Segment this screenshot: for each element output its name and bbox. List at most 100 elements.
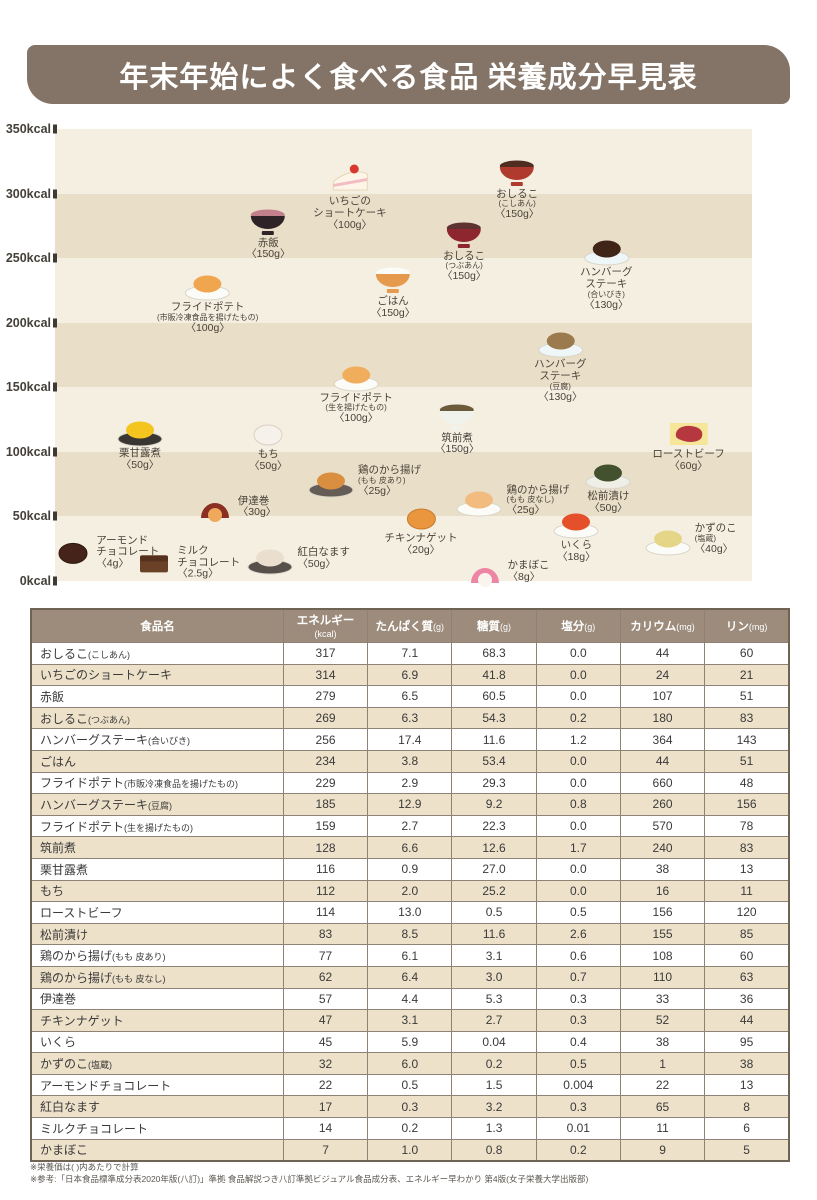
food-item-hamburg-steak-aibiki: ハンバーグ ステーキ (合いびき) 〈130g〉 <box>580 233 633 311</box>
food-amount-text: 〈150g〉 <box>494 208 540 221</box>
y-axis-label-0: 0kcal <box>19 574 51 588</box>
value-cell: 3.1 <box>367 1009 453 1032</box>
food-label: 鶏のから揚げ (もも 皮あり) 〈25g〉 <box>358 465 421 497</box>
food-name-text: 紅白なます <box>297 546 350 559</box>
food-name-cell: 鶏のから揚げ(もも 皮あり) <box>30 944 284 967</box>
value-cell: 13 <box>704 857 790 881</box>
food-amount-text: 〈50g〉 <box>297 558 336 571</box>
nutrition-table-grid: 食品名 エネルギー(kcal) たんぱく質(g) 糖質(g) 塩分(g) カリウ… <box>30 608 790 1162</box>
value-cell: 114 <box>282 901 369 924</box>
value-cell: 11 <box>619 1117 706 1140</box>
value-cell: 0.5 <box>535 901 621 924</box>
chart-stripe <box>55 387 752 452</box>
datemaki-icon <box>195 492 235 523</box>
kuri-kanroni-icon <box>116 414 164 448</box>
food-amount-text: 〈18g〉 <box>557 550 596 563</box>
value-cell: 52 <box>619 1009 706 1032</box>
value-cell: 2.6 <box>535 922 621 946</box>
value-cell: 7 <box>282 1138 369 1162</box>
food-name-cell: ハンバーグステーキ(合いびき) <box>30 728 284 751</box>
value-cell: 234 <box>282 749 369 773</box>
food-item-almond-chocolate: アーモンド チョコレート 〈4g〉 <box>53 533 159 570</box>
value-cell: 8 <box>704 1095 790 1119</box>
value-cell: 0.3 <box>535 1009 621 1032</box>
column-label: 食品名 <box>140 621 175 633</box>
food-sub-text: (豆腐) <box>549 381 571 391</box>
value-cell: 1.5 <box>451 1073 537 1097</box>
food-name-text: 筑前煮 <box>441 431 473 444</box>
value-cell: 3.1 <box>451 944 537 967</box>
value-cell: 78 <box>704 814 790 838</box>
food-item-karaage-skin-off: 鶏のから揚げ (もも 皮なし) 〈25g〉 <box>455 484 569 518</box>
food-name-text: かまぼこ <box>507 559 550 572</box>
value-cell: 0.5 <box>535 1052 621 1075</box>
row-food-name: もち <box>40 884 65 899</box>
food-label: 栗甘露煮 〈50g〉 <box>119 447 162 472</box>
value-cell: 6 <box>704 1117 790 1140</box>
value-cell: 269 <box>282 706 369 730</box>
column-header-salt: 塩分(g) <box>535 608 621 643</box>
food-name-cell: おしるこ(つぶあん) <box>30 706 284 730</box>
y-axis-label-350: 350kcal <box>5 122 51 136</box>
value-cell: 13 <box>704 1073 790 1097</box>
food-sub-text: (塩蔵) <box>694 534 716 544</box>
value-cell: 44 <box>704 1009 790 1032</box>
value-cell: 0.5 <box>451 901 537 924</box>
table-row: 赤飯 279 6.5 60.5 0.0 107 51 <box>30 685 790 708</box>
value-cell: 0.8 <box>535 793 621 816</box>
kazunoko-icon <box>644 523 692 557</box>
food-amount-text: 〈150g〉 <box>370 306 416 319</box>
table-row: 松前漬け 83 8.5 11.6 2.6 155 85 <box>30 922 790 946</box>
row-food-name: おしるこ <box>40 711 89 726</box>
food-label: フライドポテト (生を揚げたもの) 〈100g〉 <box>319 392 393 425</box>
value-cell: 44 <box>619 642 706 665</box>
value-cell: 2.7 <box>451 1009 537 1032</box>
food-amount-text: 〈8g〉 <box>507 570 541 583</box>
value-cell: 51 <box>704 685 790 708</box>
row-food-name: ミルクチョコレート <box>40 1121 149 1136</box>
calorie-chart: 350kcal 300kcal 250kcal 200kcal 150kcal … <box>6 122 752 588</box>
food-label: ごはん 〈150g〉 <box>370 295 416 320</box>
chart-stripe <box>55 451 752 517</box>
column-unit: (mg) <box>676 622 695 632</box>
value-cell: 47 <box>282 1009 369 1032</box>
food-name-text: 栗甘露煮 <box>119 447 162 460</box>
value-cell: 22.3 <box>451 814 537 838</box>
value-cell: 0.0 <box>535 857 621 881</box>
value-cell: 38 <box>619 857 706 881</box>
chicken-nugget-icon <box>401 503 441 533</box>
row-food-name: ハンバーグステーキ <box>40 797 149 812</box>
table-row: チキンナゲット 47 3.1 2.7 0.3 52 44 <box>30 1009 790 1032</box>
table-row: もち 112 2.0 25.2 0.0 16 11 <box>30 879 790 903</box>
food-name-cell: 伊達巻 <box>30 987 284 1011</box>
food-label: かずのこ (塩蔵) 〈40g〉 <box>695 523 737 555</box>
value-cell: 159 <box>282 814 369 838</box>
value-cell: 2.9 <box>367 771 453 795</box>
chart-plot: おしるこ (こしあん) 〈150g〉 いちごの ショートケーキ 〈100g〉 赤飯 〈150g… <box>53 124 752 587</box>
row-food-name: 筑前煮 <box>40 841 77 856</box>
value-cell: 0.0 <box>535 879 621 903</box>
value-cell: 7.1 <box>367 642 453 665</box>
value-cell: 12.6 <box>451 836 537 859</box>
value-cell: 17.4 <box>367 728 453 751</box>
value-cell: 24 <box>619 663 706 687</box>
y-axis-label-200: 200kcal <box>5 315 51 330</box>
value-cell: 2.7 <box>367 814 453 838</box>
axis-tick <box>53 382 57 392</box>
value-cell: 128 <box>282 836 369 859</box>
row-food-name: チキンナゲット <box>40 1013 124 1028</box>
food-item-oshiruko-tsubuan: おしるこ (つぶあん) 〈150g〉 <box>442 217 486 283</box>
food-name-text: アーモンド <box>96 533 149 546</box>
value-cell: 116 <box>282 857 369 881</box>
row-food-name: おしるこ <box>40 646 89 661</box>
row-food-name-sub: (豆腐) <box>148 800 173 811</box>
axis-tick <box>53 189 57 199</box>
gohan-icon <box>371 262 415 296</box>
food-name-cell: ローストビーフ <box>30 901 284 924</box>
column-unit: (kcal) <box>314 629 337 639</box>
row-food-name: フライドポテト <box>40 776 125 791</box>
value-cell: 0.0 <box>535 771 621 795</box>
value-cell: 6.3 <box>367 706 453 730</box>
food-label: おしるこ (こしあん) 〈150g〉 <box>494 188 540 221</box>
food-amount-text: 〈25g〉 <box>506 504 545 517</box>
